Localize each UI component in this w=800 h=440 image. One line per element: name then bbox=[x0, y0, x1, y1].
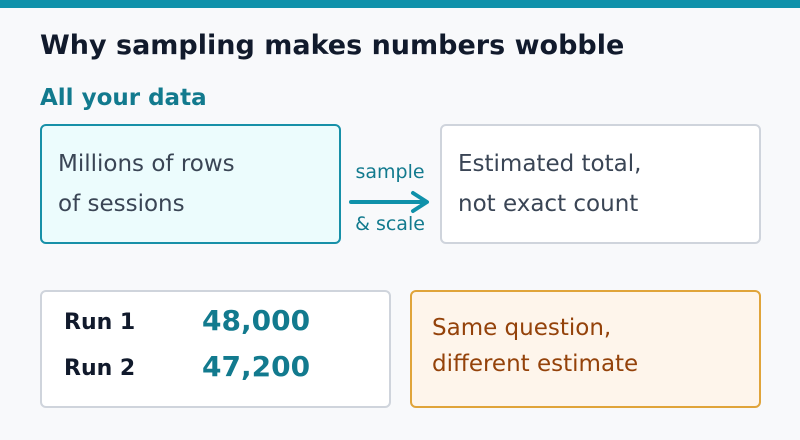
note-box: Same question, different estimate bbox=[410, 290, 761, 408]
run-label: Run 1 bbox=[64, 310, 136, 335]
note-line-1: Same question, bbox=[432, 315, 612, 341]
estimate-box: Estimated total, not exact count bbox=[440, 124, 761, 244]
arrow-label-top: sample bbox=[355, 161, 425, 183]
note-line-2: different estimate bbox=[432, 351, 639, 377]
source-data-line-2: of sessions bbox=[58, 191, 185, 217]
runs-box: Run 1 48,000 Run 2 47,200 bbox=[40, 290, 391, 408]
source-data-box: Millions of rows of sessions bbox=[40, 124, 341, 244]
run-value: 47,200 bbox=[202, 350, 311, 383]
right-arrow-icon bbox=[349, 191, 429, 213]
section-label: All your data bbox=[40, 85, 207, 111]
arrow-label-bottom: & scale bbox=[355, 213, 425, 235]
source-data-text: Millions of rows of sessions bbox=[58, 144, 235, 224]
top-accent-bar bbox=[0, 0, 800, 8]
source-data-line-1: Millions of rows bbox=[58, 151, 235, 177]
estimate-line-1: Estimated total, bbox=[458, 151, 642, 177]
note-text: Same question, different estimate bbox=[432, 310, 638, 382]
run-row: Run 2 47,200 bbox=[64, 350, 384, 390]
run-row: Run 1 48,000 bbox=[64, 304, 384, 344]
run-value: 48,000 bbox=[202, 304, 311, 337]
estimate-text: Estimated total, not exact count bbox=[458, 144, 641, 224]
run-label: Run 2 bbox=[64, 356, 136, 381]
estimate-line-2: not exact count bbox=[458, 191, 639, 217]
page-title: Why sampling makes numbers wobble bbox=[40, 30, 625, 61]
